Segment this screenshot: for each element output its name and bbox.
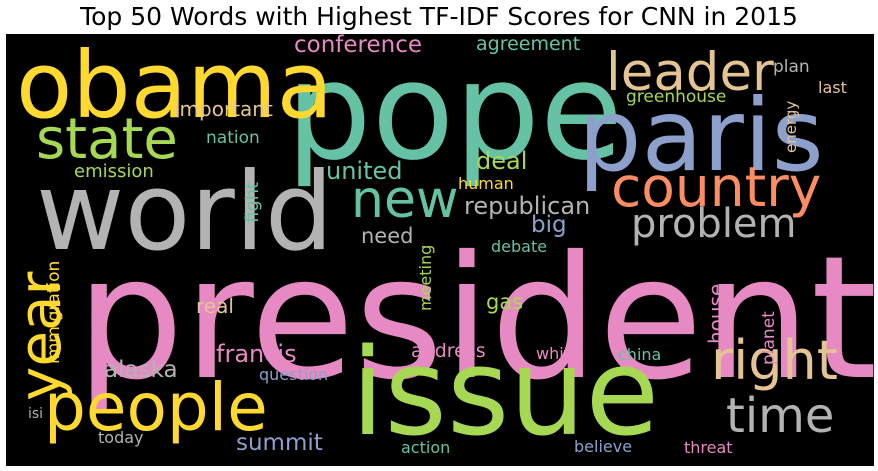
word-francis: francis — [216, 340, 297, 368]
word-united: united — [326, 157, 403, 185]
word-planet: planet — [759, 311, 779, 366]
word-question: question — [259, 365, 329, 384]
word-deal: deal — [476, 147, 528, 175]
word-energy: energy — [782, 100, 800, 153]
word-state: state — [36, 107, 178, 172]
word-world: world — [36, 150, 334, 275]
word-isi: isi — [28, 406, 44, 422]
word-president: president — [76, 220, 874, 418]
word-china: china — [618, 345, 662, 364]
word-real: real — [196, 294, 234, 318]
word-problem: problem — [631, 201, 797, 247]
word-time: time — [726, 388, 835, 444]
word-leader: leader — [606, 42, 774, 103]
chart-title: Top 50 Words with Highest TF-IDF Scores … — [80, 2, 798, 31]
word-pope: pope — [286, 34, 624, 190]
word-white: white — [536, 344, 580, 363]
word-address: address — [411, 340, 486, 362]
word-emission: emission — [74, 161, 154, 182]
word-house: house — [704, 283, 728, 344]
word-debate: debate — [491, 237, 548, 256]
word-conference: conference — [294, 34, 423, 58]
word-right: right — [711, 329, 838, 392]
word-fight: fight — [242, 181, 263, 223]
word-immigration: immigration — [44, 260, 64, 365]
word-believe: believe — [574, 437, 633, 456]
word-republican: republican — [464, 192, 591, 220]
word-last: last — [818, 78, 847, 97]
word-gas: gas — [486, 290, 524, 314]
word-today: today — [98, 428, 144, 447]
word-issue: issue — [351, 324, 660, 463]
word-cloud: president pope issue world paris obama people c… — [6, 34, 874, 466]
word-nation: nation — [206, 128, 260, 148]
word-agreement: agreement — [476, 34, 581, 55]
word-need: need — [361, 224, 414, 248]
word-threat: threat — [684, 438, 733, 457]
word-obama: obama — [16, 34, 334, 139]
word-country: country — [611, 155, 822, 219]
word-plan: plan — [773, 57, 810, 77]
word-summit: summit — [236, 430, 323, 456]
word-people: people — [44, 369, 268, 446]
word-big: big — [531, 212, 567, 238]
word-alaska: alaska — [104, 357, 178, 383]
word-important: important — [174, 97, 273, 121]
word-meeting: meeting — [416, 244, 435, 312]
word-human: human — [458, 174, 514, 193]
word-paris: paris — [578, 77, 824, 194]
word-greenhouse: greenhouse — [626, 87, 727, 107]
word-new: new — [351, 170, 459, 230]
word-action: action — [401, 438, 451, 457]
